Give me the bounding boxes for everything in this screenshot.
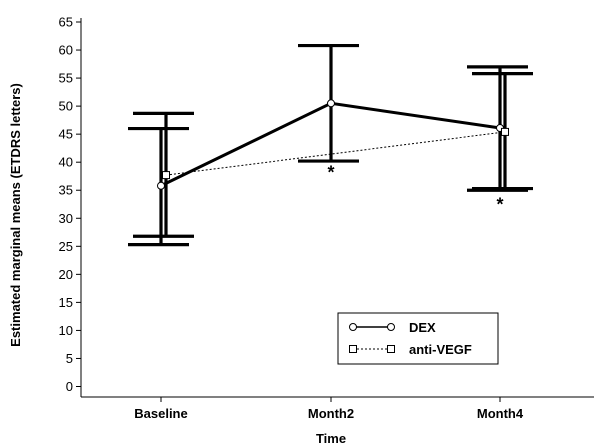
- legend-label-antivegf: anti-VEGF: [409, 342, 472, 357]
- y-tick-label: 25: [59, 239, 73, 254]
- series-line-1: [165, 131, 506, 176]
- legend: DEX anti-VEGF: [337, 312, 499, 365]
- legend-box: [337, 312, 499, 365]
- x-tick-label: Month2: [308, 406, 354, 421]
- series-0: [128, 43, 528, 247]
- y-axis-ticks: 0 5 10 15 20 25 30 35 40 45 50 55 60 65: [59, 15, 81, 394]
- significance-marker: *: [327, 163, 334, 183]
- significance-marker: *: [496, 195, 503, 215]
- annotations: **: [327, 163, 503, 215]
- series-1: [133, 71, 533, 238]
- y-tick-label: 15: [59, 295, 73, 310]
- legend-marker-dex-right: [387, 323, 395, 331]
- legend-marker-antivegf-left: [349, 345, 357, 353]
- legend-label-dex: DEX: [409, 320, 436, 335]
- legend-marker-antivegf-right: [387, 345, 395, 353]
- y-tick-label: 50: [59, 99, 73, 114]
- x-tick-label: Month4: [477, 406, 524, 421]
- series-layer: [128, 43, 533, 247]
- data-point-circle: [157, 181, 165, 190]
- y-tick-label: 20: [59, 267, 73, 282]
- y-tick-label: 0: [66, 379, 73, 394]
- x-axis-title: Time: [316, 431, 346, 446]
- data-point-circle: [327, 99, 335, 108]
- y-tick-label: 35: [59, 183, 73, 198]
- y-tick-label: 5: [66, 351, 73, 366]
- y-tick-label: 30: [59, 211, 73, 226]
- y-tick-label: 45: [59, 127, 73, 142]
- y-tick-label: 40: [59, 155, 73, 170]
- y-tick-label: 65: [59, 15, 73, 30]
- data-point-square: [501, 127, 509, 136]
- legend-marker-dex-left: [349, 323, 357, 331]
- data-point-square: [162, 171, 170, 180]
- y-tick-label: 60: [59, 43, 73, 58]
- axes: [80, 18, 594, 398]
- y-tick-label: 55: [59, 71, 73, 86]
- y-axis-title: Estimated marginal means (ETDRS letters): [8, 83, 23, 347]
- y-tick-label: 10: [59, 323, 73, 338]
- x-axis-ticks: Baseline Month2 Month4: [134, 397, 524, 421]
- x-tick-label: Baseline: [134, 406, 187, 421]
